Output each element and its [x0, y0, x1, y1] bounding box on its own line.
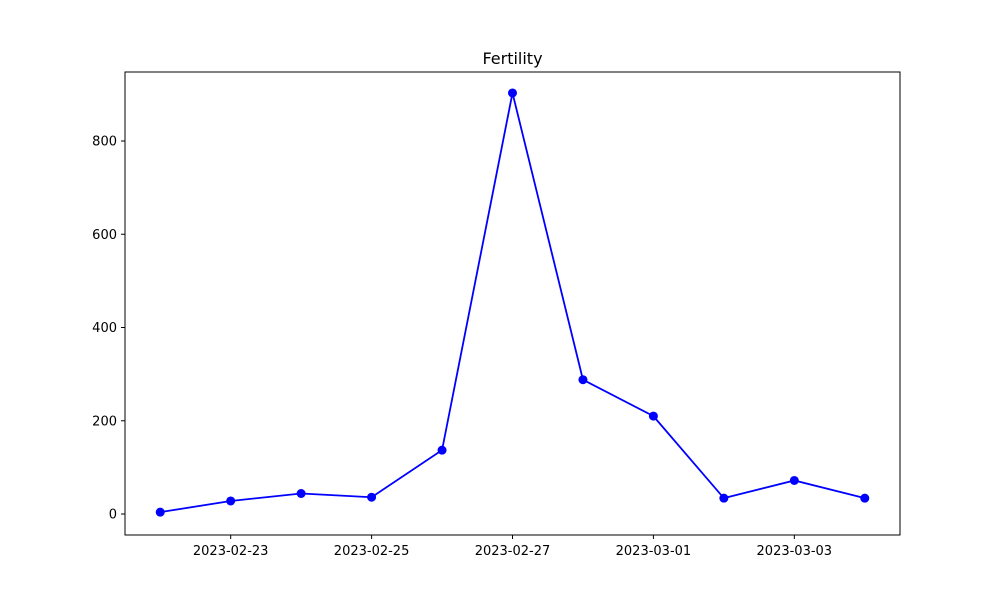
series-layer [155, 88, 870, 517]
data-point [789, 475, 799, 485]
x-tick-label: 2023-02-27 [475, 544, 551, 559]
y-tick-label: 200 [92, 414, 117, 429]
chart-title: Fertility [482, 49, 542, 68]
plot-area [125, 72, 900, 535]
data-point [719, 493, 729, 503]
x-tick-label: 2023-02-23 [193, 544, 269, 559]
data-point [648, 411, 658, 421]
y-tick-label: 400 [92, 321, 117, 336]
data-point [508, 88, 517, 98]
x-tick-label: 2023-03-03 [757, 544, 833, 559]
x-tick-label: 2023-03-01 [616, 544, 692, 559]
y-tick-label: 600 [92, 228, 117, 243]
data-point [578, 375, 588, 385]
y-tick-label: 800 [92, 135, 117, 150]
data-point [367, 492, 377, 502]
x-axis: 2023-02-23 2023-02-25 2023-02-27 2023-03-01… [193, 535, 832, 559]
data-point [155, 507, 165, 517]
data-point [226, 496, 236, 506]
data-point [860, 493, 870, 503]
data-point [437, 445, 447, 455]
data-point [296, 489, 306, 499]
y-axis: 0 200 400 600 800 [92, 135, 125, 523]
y-tick-label: 0 [109, 508, 117, 523]
plot-frame [124, 71, 901, 536]
x-tick-label: 2023-02-25 [334, 544, 410, 559]
